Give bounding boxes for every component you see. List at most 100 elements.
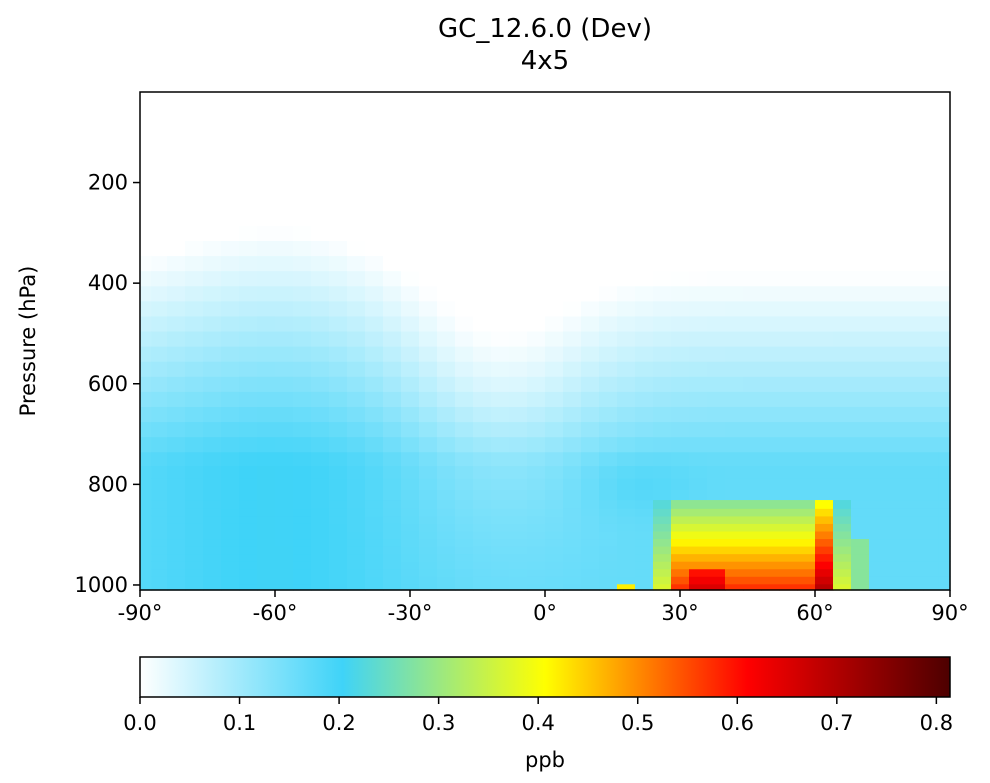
heatmap-cell: [455, 330, 474, 347]
heatmap-cell: [905, 508, 924, 517]
heatmap-cell: [151, 576, 168, 585]
heatmap-cell: [455, 499, 474, 509]
heatmap-cell: [545, 149, 564, 166]
heatmap-cell: [329, 391, 348, 407]
heatmap-cell: [491, 515, 510, 524]
heatmap-cell: [689, 104, 708, 121]
heatmap-cell: [653, 523, 672, 532]
heatmap-cell: [743, 346, 762, 362]
chart-title: GC_12.6.0 (Dev): [438, 14, 652, 44]
heatmap-cell: [923, 515, 940, 524]
heatmap-cell: [743, 451, 762, 467]
heatmap-cell: [779, 376, 798, 392]
heatmap-cell: [779, 465, 798, 479]
heatmap-cell: [938, 583, 951, 591]
heatmap-cell: [869, 210, 888, 226]
heatmap-cell: [347, 240, 366, 257]
heatmap-cell: [203, 515, 222, 524]
heatmap-cell: [851, 225, 870, 241]
heatmap-cell: [563, 210, 582, 226]
heatmap-cell: [455, 508, 474, 517]
heatmap-cell: [257, 119, 276, 136]
heatmap-cell: [617, 255, 636, 272]
heatmap-cell: [365, 119, 384, 136]
heatmap-cell: [599, 92, 618, 106]
heatmap-cell: [473, 300, 492, 317]
heatmap-cell: [257, 465, 276, 479]
heatmap-cell: [797, 545, 816, 555]
heatmap-cell: [257, 499, 276, 509]
heatmap-cell: [923, 134, 940, 151]
heatmap-cell: [473, 255, 492, 272]
heatmap-cell: [617, 530, 636, 540]
heatmap-cell: [797, 530, 816, 540]
heatmap-cell: [491, 508, 510, 517]
heatmap-cell: [671, 361, 690, 377]
heatmap-cell: [311, 576, 330, 585]
heatmap-cell: [779, 451, 798, 467]
heatmap-cell: [833, 583, 852, 591]
heatmap-cell: [725, 180, 744, 196]
heatmap-cell: [653, 285, 672, 302]
heatmap-cell: [851, 361, 870, 377]
heatmap-cell: [905, 499, 924, 509]
heatmap-cell: [653, 436, 672, 453]
heatmap-cell: [140, 376, 152, 392]
heatmap-cell: [761, 436, 780, 453]
heatmap-cell: [815, 361, 834, 377]
heatmap-cell: [653, 515, 672, 524]
heatmap-cell: [725, 255, 744, 272]
heatmap-cell: [221, 568, 240, 577]
heatmap-cell: [257, 391, 276, 407]
heatmap-cell: [581, 210, 600, 226]
heatmap-cell: [938, 553, 951, 562]
heatmap-cell: [293, 376, 312, 392]
heatmap-cell: [581, 538, 600, 547]
heatmap-cell: [833, 195, 852, 211]
heatmap-cell: [455, 561, 474, 570]
heatmap-cell: [707, 553, 726, 562]
heatmap-cell: [671, 315, 690, 332]
heatmap-cell: [599, 315, 618, 332]
heatmap-cell: [815, 270, 834, 287]
heatmap-cell: [887, 270, 906, 287]
heatmap-cell: [563, 583, 582, 591]
heatmap-cell: [437, 530, 456, 540]
heatmap-cell: [167, 436, 186, 453]
heatmap-cell: [527, 92, 546, 106]
heatmap-cell: [635, 545, 654, 555]
heatmap-cell: [599, 421, 618, 438]
heatmap-cell: [581, 391, 600, 407]
heatmap-cell: [743, 119, 762, 136]
colorbar-tick-label: 0.5: [621, 711, 654, 735]
heatmap-cell: [401, 561, 420, 570]
heatmap-cell: [401, 436, 420, 453]
heatmap-cell: [491, 149, 510, 166]
heatmap-cell: [887, 508, 906, 517]
heatmap-cell: [851, 180, 870, 196]
heatmap-cell: [509, 391, 528, 407]
heatmap-cell: [455, 225, 474, 241]
heatmap-cell: [275, 489, 294, 501]
heatmap-cell: [275, 583, 294, 591]
heatmap-cell: [725, 406, 744, 423]
heatmap-cell: [275, 478, 294, 490]
heatmap-cell: [275, 92, 294, 106]
heatmap-cell: [140, 180, 152, 196]
heatmap-cell: [851, 195, 870, 211]
heatmap-cell: [851, 508, 870, 517]
heatmap-cell: [401, 391, 420, 407]
heatmap-cell: [527, 465, 546, 479]
heatmap-cell: [707, 478, 726, 490]
heatmap-cell: [761, 515, 780, 524]
heatmap-cell: [140, 361, 152, 377]
heatmap-cell: [347, 576, 366, 585]
heatmap-cell: [151, 406, 168, 423]
heatmap-cell: [473, 119, 492, 136]
heatmap-cell: [938, 300, 951, 317]
heatmap-cell: [140, 499, 152, 509]
heatmap-cell: [311, 545, 330, 555]
heatmap-cell: [329, 489, 348, 501]
heatmap-cell: [140, 451, 152, 467]
heatmap-cell: [725, 225, 744, 241]
